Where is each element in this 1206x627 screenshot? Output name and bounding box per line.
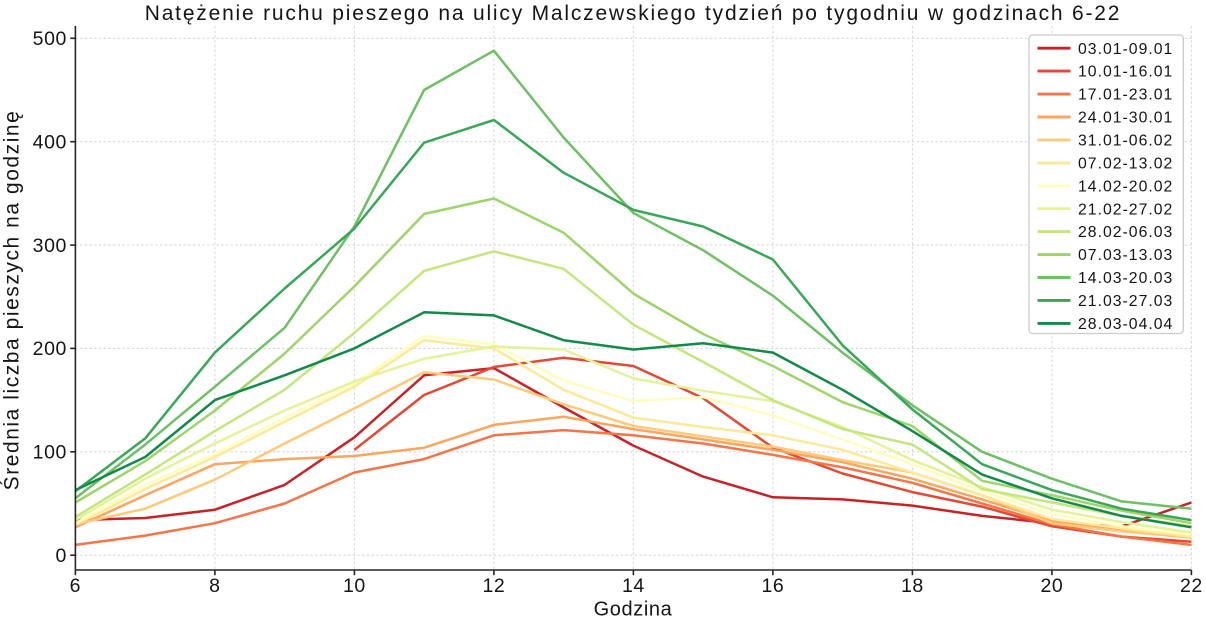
svg-text:400: 400 [33, 132, 67, 154]
svg-text:0: 0 [56, 545, 67, 567]
svg-text:200: 200 [33, 338, 67, 360]
svg-text:17.01-23.01: 17.01-23.01 [1078, 87, 1173, 104]
svg-text:500: 500 [33, 28, 67, 50]
svg-text:03.01-09.01: 03.01-09.01 [1078, 41, 1173, 58]
svg-text:12: 12 [482, 575, 505, 597]
svg-text:22: 22 [1180, 575, 1203, 597]
svg-text:16: 16 [761, 575, 784, 597]
svg-text:20: 20 [1040, 575, 1063, 597]
svg-text:Godzina: Godzina [594, 599, 673, 621]
svg-text:07.02-13.02: 07.02-13.02 [1078, 156, 1173, 173]
svg-text:07.03-13.03: 07.03-13.03 [1078, 247, 1173, 264]
svg-text:Natężenie ruchu pieszego na ul: Natężenie ruchu pieszego na ulicy Malcze… [145, 2, 1122, 25]
svg-text:18: 18 [901, 575, 924, 597]
svg-text:24.01-30.01: 24.01-30.01 [1078, 110, 1173, 127]
svg-text:8: 8 [209, 575, 220, 597]
svg-text:10: 10 [343, 575, 366, 597]
svg-text:31.01-06.02: 31.01-06.02 [1078, 133, 1173, 150]
svg-text:Średnia liczba pieszych na god: Średnia liczba pieszych na godzinę [0, 110, 24, 491]
svg-text:100: 100 [33, 442, 67, 464]
svg-text:14: 14 [622, 575, 645, 597]
svg-text:21.02-27.02: 21.02-27.02 [1078, 201, 1173, 218]
svg-text:28.02-06.03: 28.02-06.03 [1078, 224, 1173, 241]
svg-text:10.01-16.01: 10.01-16.01 [1078, 64, 1173, 81]
svg-text:300: 300 [33, 235, 67, 257]
svg-text:21.03-27.03: 21.03-27.03 [1078, 293, 1173, 310]
svg-text:6: 6 [70, 575, 81, 597]
svg-text:28.03-04.04: 28.03-04.04 [1078, 316, 1173, 333]
svg-text:14.03-20.03: 14.03-20.03 [1078, 270, 1173, 287]
svg-text:14.02-20.02: 14.02-20.02 [1078, 178, 1173, 195]
